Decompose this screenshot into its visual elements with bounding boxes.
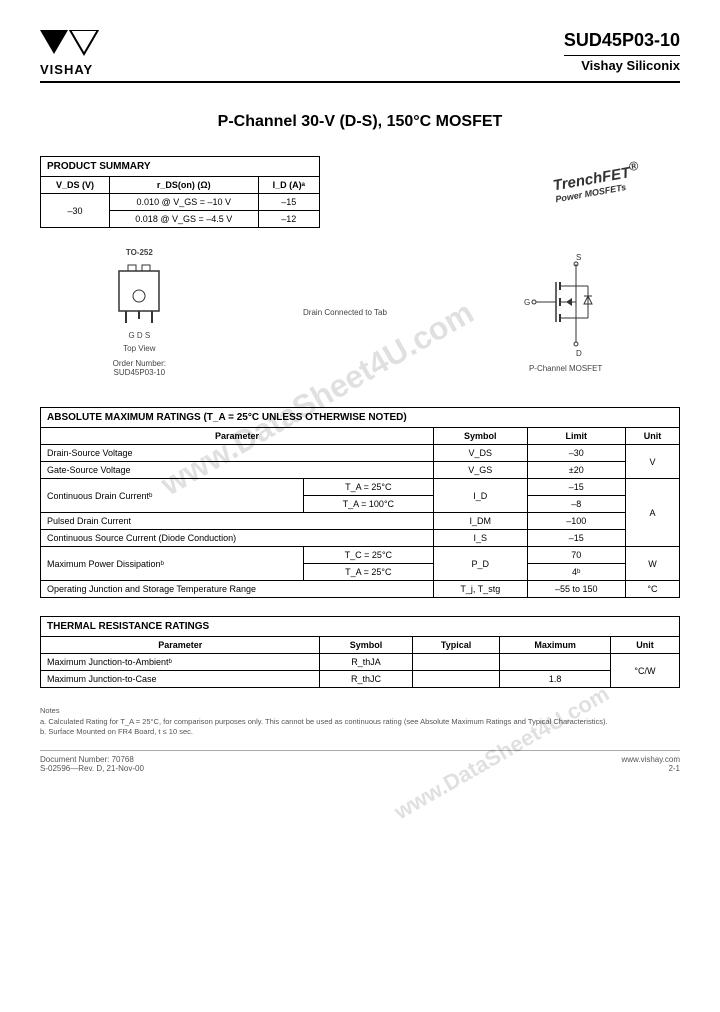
package-view: Top View (104, 344, 174, 353)
thermal-col-max: Maximum (500, 637, 610, 654)
table-cell: T_A = 100°C (303, 496, 433, 513)
table-cell: R_thJA (320, 654, 412, 671)
thermal-col-symbol: Symbol (320, 637, 412, 654)
package-pins: G D S (104, 331, 174, 340)
cell-rds: 0.018 @ V_GS = –4.5 V (109, 211, 258, 228)
table-cell: Maximum Power Dissipationᵇ (41, 547, 304, 581)
page-title: P-Channel 30-V (D-S), 150°C MOSFET (40, 113, 680, 131)
footer-url: www.vishay.com (621, 755, 680, 764)
table-cell: T_A = 25°C (303, 564, 433, 581)
table-cell: Maximum Junction-to-Case (41, 671, 320, 688)
note-b: b. Surface Mounted on FR4 Board, t ≤ 10 … (40, 727, 680, 738)
table-cell: I_D (433, 479, 527, 513)
table-cell: Gate-Source Voltage (41, 462, 434, 479)
table-cell: Continuous Source Current (Diode Conduct… (41, 530, 434, 547)
note-a: a. Calculated Rating for T_A = 25°C, for… (40, 717, 680, 728)
table-cell: W (625, 547, 679, 581)
table-cell: ±20 (527, 462, 625, 479)
table-cell: –30 (527, 445, 625, 462)
order-label: Order Number: (104, 359, 174, 368)
to252-icon (104, 261, 174, 331)
amr-col-param: Parameter (41, 428, 434, 445)
order-number: SUD45P03-10 (104, 368, 174, 377)
doc-number: Document Number: 70768 (40, 755, 144, 764)
page-number: 2-1 (621, 764, 680, 773)
svg-text:S: S (576, 253, 581, 262)
cell-id: –12 (258, 211, 319, 228)
table-cell: V (625, 445, 679, 479)
table-cell: 4ᵇ (527, 564, 625, 581)
table-cell: I_DM (433, 513, 527, 530)
table-cell: –8 (527, 496, 625, 513)
notes-section: Notes a. Calculated Rating for T_A = 25°… (40, 706, 680, 738)
page-footer: Document Number: 70768 S-02596—Rev. D, 2… (40, 750, 680, 773)
svg-text:D: D (576, 349, 582, 358)
notes-heading: Notes (40, 706, 680, 717)
schematic-label: P-Channel MOSFET (516, 364, 616, 373)
table-cell: °C (625, 581, 679, 598)
table-cell: °C/W (610, 654, 679, 688)
table-cell: Operating Junction and Storage Temperatu… (41, 581, 434, 598)
thermal-col-typical: Typical (412, 637, 500, 654)
cell-vds: –30 (41, 194, 110, 228)
amr-col-unit: Unit (625, 428, 679, 445)
thermal-heading: THERMAL RESISTANCE RATINGS (41, 617, 680, 637)
table-cell: 1.8 (500, 671, 610, 688)
table-cell: V_GS (433, 462, 527, 479)
table-cell (412, 671, 500, 688)
summary-heading: PRODUCT SUMMARY (41, 157, 320, 177)
table-cell: Drain-Source Voltage (41, 445, 434, 462)
package-diagram: TO-252 G D S Top View Order Number: SUD4… (104, 248, 174, 377)
mosfet-symbol-icon: S G D (516, 252, 616, 362)
table-cell: I_S (433, 530, 527, 547)
table-cell: T_A = 25°C (303, 479, 433, 496)
table-cell: Pulsed Drain Current (41, 513, 434, 530)
table-cell: R_thJC (320, 671, 412, 688)
product-summary-table: PRODUCT SUMMARY V_DS (V) r_DS(on) (Ω) I_… (40, 156, 320, 228)
amr-col-limit: Limit (527, 428, 625, 445)
table-cell: –100 (527, 513, 625, 530)
header-subtitle: Vishay Siliconix (564, 55, 680, 73)
brand-name: VISHAY (40, 62, 93, 77)
drain-tab-note: Drain Connected to Tab (303, 308, 387, 317)
table-cell: P_D (433, 547, 527, 581)
doc-rev: S-02596—Rev. D, 21-Nov-00 (40, 764, 144, 773)
amr-col-symbol: Symbol (433, 428, 527, 445)
table-cell: A (625, 479, 679, 547)
table-cell: 70 (527, 547, 625, 564)
table-cell (412, 654, 500, 671)
cell-rds: 0.010 @ V_GS = –10 V (109, 194, 258, 211)
trench-reg: ® (628, 159, 640, 174)
table-cell: Maximum Junction-to-Ambientᵇ (41, 654, 320, 671)
thermal-table: THERMAL RESISTANCE RATINGS Parameter Sym… (40, 616, 680, 688)
table-cell: T_j, T_stg (433, 581, 527, 598)
thermal-col-unit: Unit (610, 637, 679, 654)
table-cell: –15 (527, 530, 625, 547)
amr-heading: ABSOLUTE MAXIMUM RATINGS (T_A = 25°C UNL… (41, 408, 680, 428)
table-cell: T_C = 25°C (303, 547, 433, 564)
thermal-col-param: Parameter (41, 637, 320, 654)
table-cell: V_DS (433, 445, 527, 462)
amr-table: ABSOLUTE MAXIMUM RATINGS (T_A = 25°C UNL… (40, 407, 680, 598)
trenchfet-logo: TrenchFET® Power MOSFETs (551, 159, 642, 205)
table-cell (500, 654, 610, 671)
part-number: SUD45P03-10 (564, 30, 680, 51)
col-id: I_D (A)ᵃ (258, 177, 319, 194)
package-label: TO-252 (104, 248, 174, 257)
svg-text:G: G (524, 298, 530, 307)
table-cell: –55 to 150 (527, 581, 625, 598)
col-rds: r_DS(on) (Ω) (109, 177, 258, 194)
col-vds: V_DS (V) (41, 177, 110, 194)
brand-logo: VISHAY (40, 30, 100, 77)
cell-id: –15 (258, 194, 319, 211)
table-cell: –15 (527, 479, 625, 496)
vishay-logo-icon (40, 30, 100, 60)
table-cell: Continuous Drain Currentᵇ (41, 479, 304, 513)
page-header: VISHAY SUD45P03-10 Vishay Siliconix (40, 30, 680, 83)
mosfet-schematic: S G D P-Channel MOSFET (516, 252, 616, 373)
